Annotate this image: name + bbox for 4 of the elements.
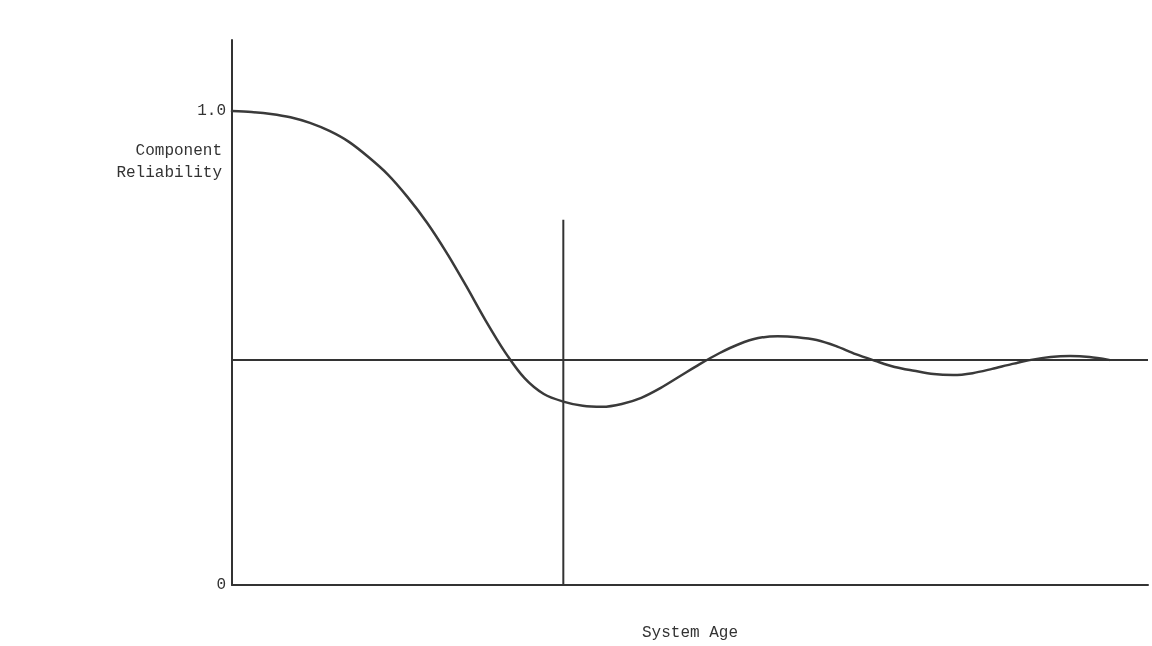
y-tick-label: 0: [216, 576, 226, 594]
y-axis-title: Component Reliability: [116, 142, 223, 182]
x-axis-title: System Age: [641, 624, 739, 642]
y-tick-label: 1.0: [197, 102, 226, 121]
